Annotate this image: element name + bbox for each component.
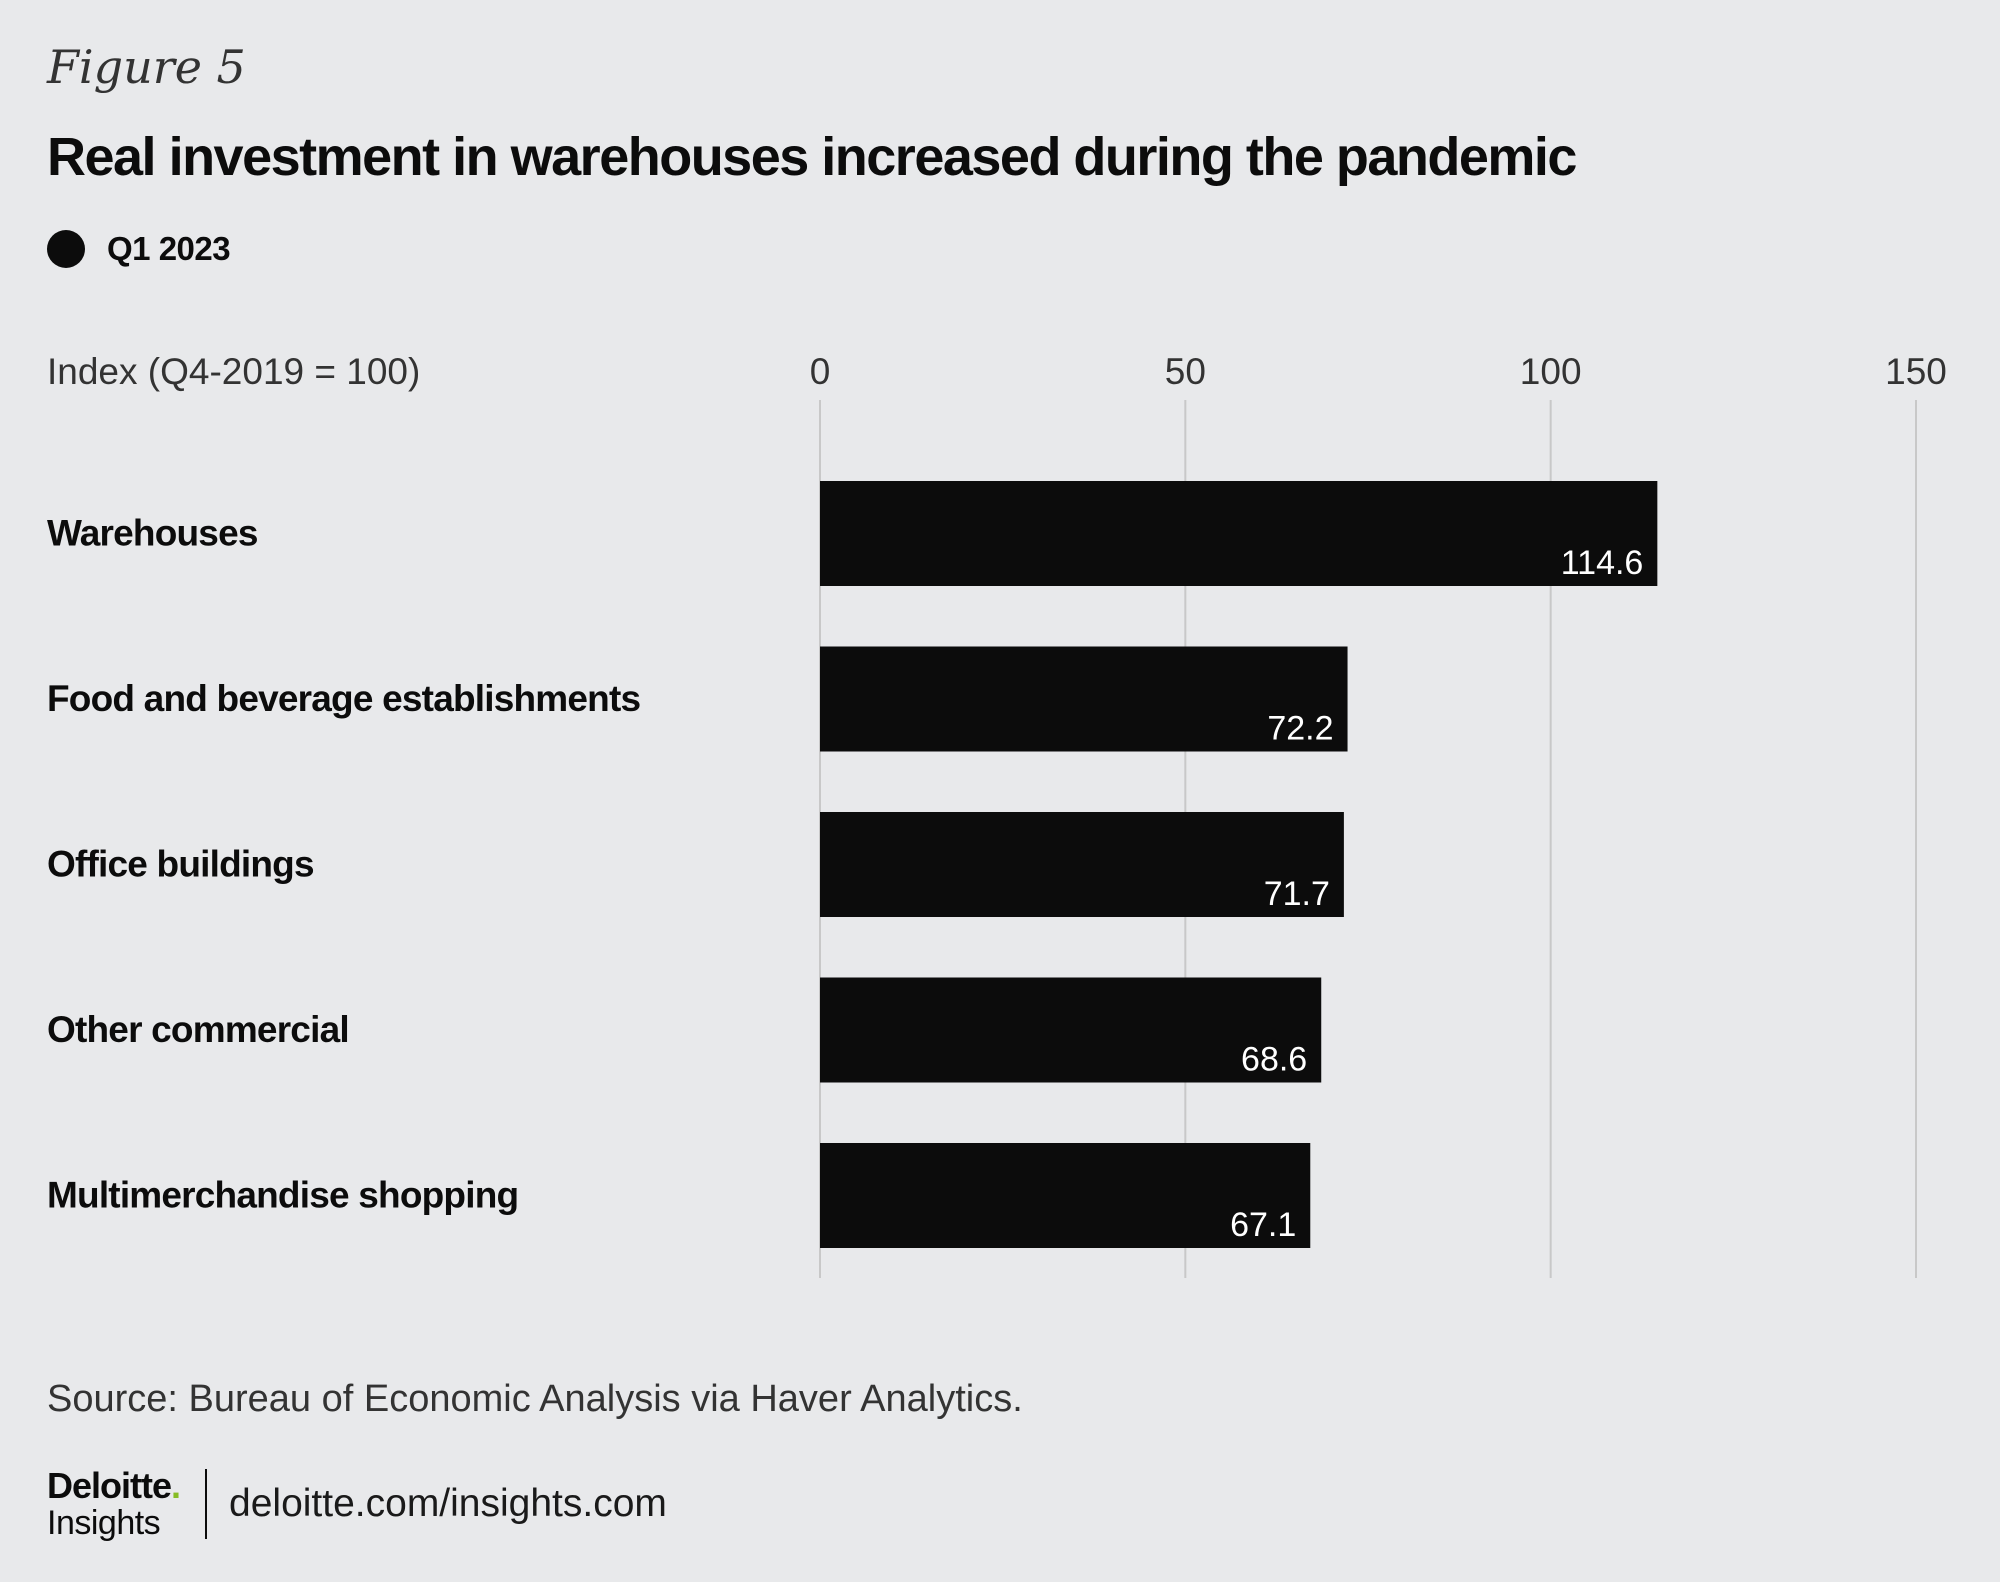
x-tick-label-100: 100 [1520,351,1582,392]
bar-value-label-4: 67.1 [1230,1206,1296,1244]
bar-1 [820,646,1348,752]
footer: Deloitte. Insights deloitte.com/insights… [47,1465,667,1542]
x-axis-label: Index (Q4-2019 = 100) [47,351,420,392]
bar-0 [820,481,1658,586]
bar-3 [820,977,1322,1083]
bar-chart: Index (Q4-2019 = 100) 0 50 100 150 Warehouses… [47,351,1947,1278]
bar-2 [820,812,1344,917]
x-tick-label-0: 0 [810,351,831,392]
logo-subtitle: Insights [47,1504,161,1542]
category-label-3: Other commercial [47,1009,349,1050]
category-label-0: Warehouses [47,513,258,554]
x-tick-label-50: 50 [1165,351,1206,392]
legend-swatch [47,230,85,268]
bar-value-label-1: 72.2 [1267,710,1333,748]
footer-url[interactable]: deloitte.com/insights.com [229,1482,667,1525]
bar-value-label-0: 114.6 [1561,544,1644,582]
bar-value-label-2: 71.7 [1264,875,1330,913]
x-tick-label-150: 150 [1885,351,1947,392]
figure-label: Figure 5 [47,40,246,94]
source-note: Source: Bureau of Economic Analysis via … [47,1378,1023,1420]
deloitte-insights-logo[interactable]: Deloitte. Insights [47,1465,182,1542]
category-label-2: Office buildings [47,844,314,885]
logo-dot: . [171,1465,182,1506]
legend-label: Q1 2023 [107,230,231,267]
legend: Q1 2023 [47,230,231,268]
chart-title: Real investment in warehouses increased … [47,127,1577,187]
category-label-1: Food and beverage establishments [47,678,641,719]
bar-value-label-3: 68.6 [1241,1041,1307,1079]
category-label-4: Multimerchandise shopping [47,1175,518,1216]
logo-word: Deloitte [47,1465,172,1506]
footer-divider [205,1469,208,1539]
bar-4 [820,1143,1311,1248]
